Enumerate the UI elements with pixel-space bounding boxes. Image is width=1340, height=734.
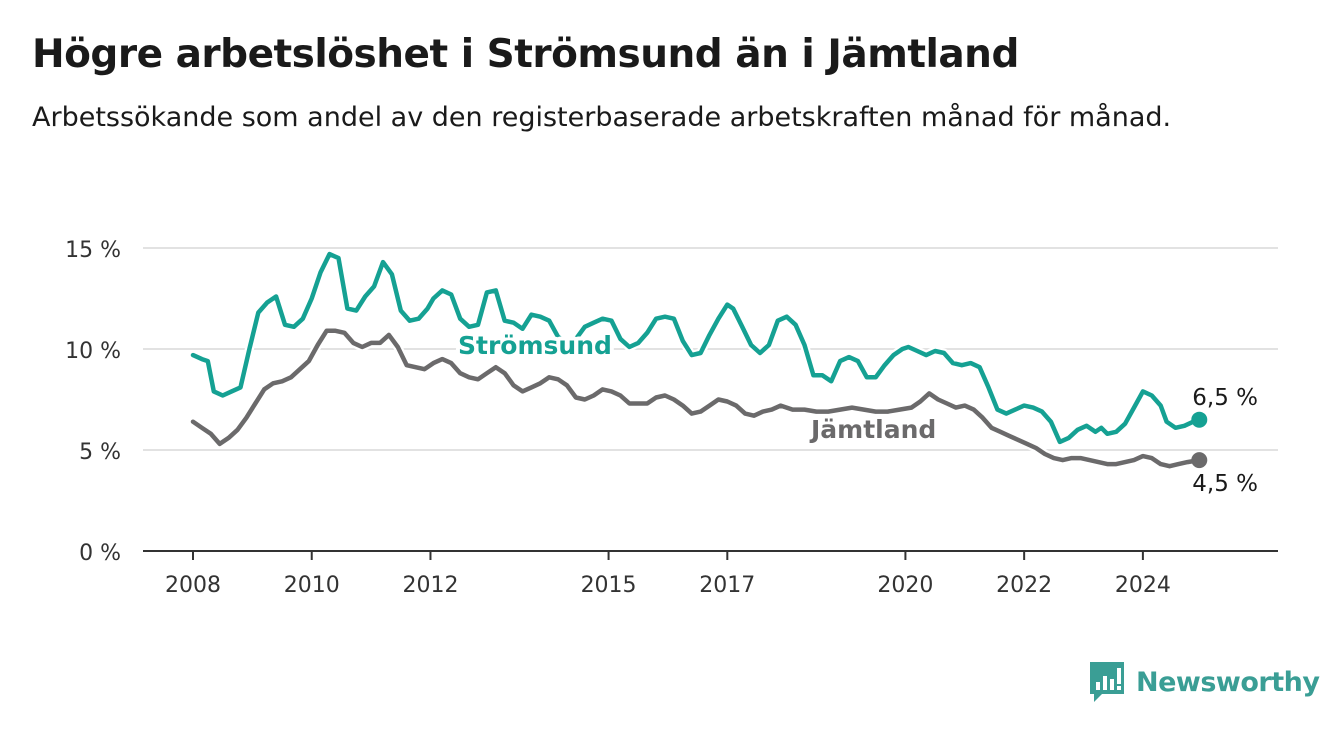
x-axis: 2008 2010 2012 2015 2017 2020 2022 2024 (143, 550, 1278, 598)
newsworthy-logo: Newsworthy (1088, 660, 1320, 704)
chart-title: Högre arbetslöshet i Strömsund än i Jämt… (32, 32, 1019, 77)
jamtland-series-label-halo: Jämtland (809, 415, 936, 444)
y-axis: 0 % 5 % 10 % 15 % (65, 238, 121, 566)
grid-lines (143, 247, 1278, 451)
jamtland-end-label-halo: 4,5 % (1192, 471, 1258, 497)
x-tick-label: 2008 (165, 573, 221, 598)
jamtland-end-point (1191, 452, 1208, 469)
x-tick-label: 2010 (284, 573, 340, 598)
x-tick-label: 2017 (699, 573, 755, 598)
stromsund-line (190, 251, 1202, 445)
x-tick-label: 2024 (1115, 573, 1171, 598)
series-group (188, 249, 1208, 471)
brand-name: Newsworthy (1136, 666, 1320, 698)
stromsund-end-label-halo: 6,5 % (1192, 385, 1258, 411)
y-tick-label: 10 % (65, 339, 121, 364)
y-tick-label: 15 % (65, 238, 121, 263)
y-tick-label: 5 % (79, 440, 121, 465)
y-tick-label: 0 % (79, 541, 121, 566)
chart-subtitle: Arbetssökande som andel av den registerb… (32, 102, 1172, 133)
jamtland-end-label: 4,5 % (1192, 471, 1258, 497)
x-tick-label: 2015 (581, 573, 637, 598)
newsworthy-logo-icon (1090, 662, 1124, 702)
stromsund-end-label: 6,5 % (1192, 385, 1258, 411)
stromsund-end-point (1191, 411, 1208, 428)
jamtland-series-label: Jämtland (809, 415, 936, 444)
x-tick-label: 2012 (402, 573, 458, 598)
x-tick-label: 2022 (996, 573, 1052, 598)
jamtland-line (190, 328, 1202, 469)
x-tick-label: 2020 (877, 573, 933, 598)
stromsund-series-label-halo: Strömsund (458, 331, 612, 360)
stromsund-series-label: Strömsund (458, 331, 612, 360)
